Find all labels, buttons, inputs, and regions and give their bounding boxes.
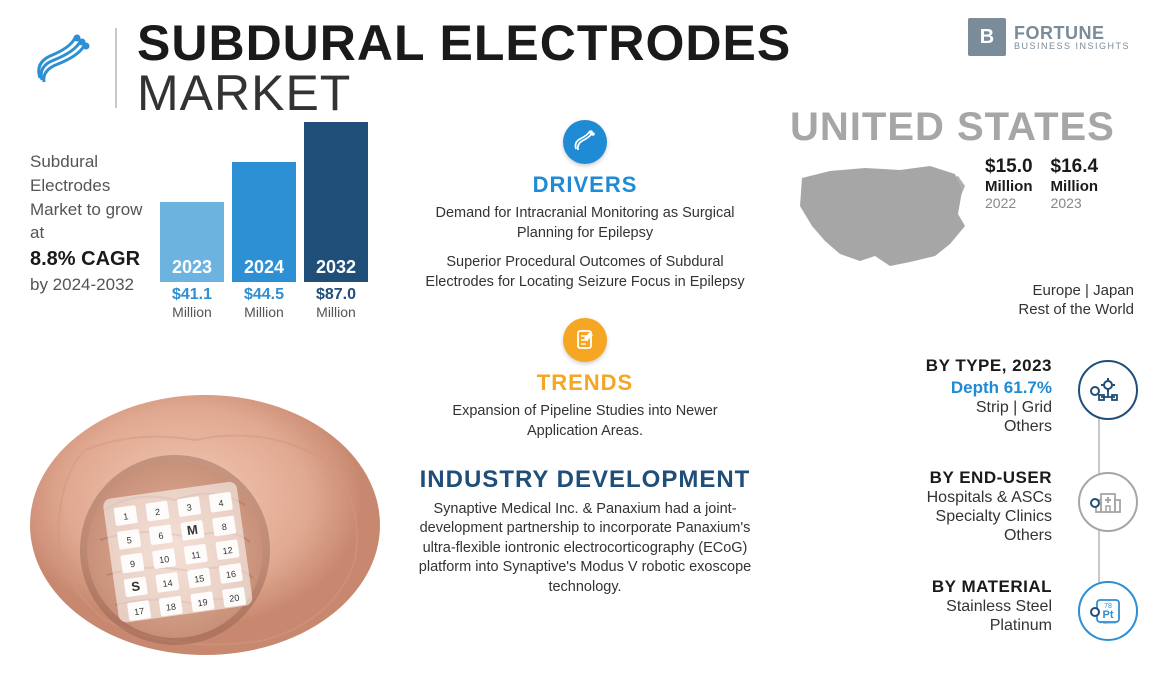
segment-gear-icon — [1078, 360, 1138, 420]
middle-column: DRIVERS Demand for Intracranial Monitori… — [410, 120, 760, 624]
segment-dot — [1090, 607, 1100, 617]
svg-text:18: 18 — [165, 601, 176, 612]
svg-text:17: 17 — [134, 606, 145, 617]
left-column: Subdural Electrodes Market to grow at 8.… — [30, 150, 380, 320]
svg-text:19: 19 — [197, 597, 208, 608]
us-title: UNITED STATES — [790, 105, 1138, 150]
cagr-line1: Subdural Electrodes Market to grow at — [30, 152, 142, 242]
us-stat-2022: $15.0 Million 2022 — [985, 156, 1033, 211]
brand-name: FORTUNE — [1014, 24, 1130, 42]
svg-text:15: 15 — [194, 573, 205, 584]
svg-text:11: 11 — [191, 550, 202, 561]
electrode-logo-icon — [30, 28, 100, 98]
svg-text:20: 20 — [229, 593, 240, 604]
fortune-fb-icon: B — [968, 18, 1006, 56]
us-stat-0-year: 2022 — [985, 195, 1033, 211]
trends-icon — [563, 318, 607, 362]
svg-text:10: 10 — [159, 554, 170, 565]
cagr-rate: 8.8% CAGR — [30, 248, 140, 270]
market-bar-chart: 2023$41.1Million2024$44.5Million2032$87.… — [160, 150, 368, 320]
chart-bar: 2023$41.1Million — [160, 202, 224, 320]
drivers-icon — [563, 120, 607, 164]
svg-text:Platinum: Platinum — [1100, 620, 1116, 625]
us-stats: $15.0 Million 2022 $16.4 Million 2023 — [985, 156, 1098, 211]
drivers-item-1: Demand for Intracranial Monitoring as Su… — [410, 204, 760, 243]
segment-0: BY TYPE, 2023Depth 61.7%Strip | GridOthe… — [790, 356, 1052, 436]
trends-text: Expansion of Pipeline Studies into Newer… — [410, 402, 760, 441]
regions-line1: Europe | Japan — [790, 282, 1138, 299]
industry-section: INDUSTRY DEVELOPMENT Synaptive Medical I… — [410, 467, 760, 597]
drivers-section: DRIVERS Demand for Intracranial Monitori… — [410, 120, 760, 292]
svg-text:12: 12 — [222, 545, 233, 556]
us-stat-0-unit: Million — [985, 178, 1033, 195]
industry-text: Synaptive Medical Inc. & Panaxium had a … — [410, 500, 760, 598]
right-column: UNITED STATES $15.0 Million 2022 $16.4 M… — [790, 105, 1138, 667]
drivers-item-2: Superior Procedural Outcomes of Subdural… — [410, 253, 760, 292]
segment-hospital-icon — [1078, 472, 1138, 532]
segment-dot — [1090, 386, 1100, 396]
us-stat-2023: $16.4 Million 2023 — [1051, 156, 1099, 211]
us-stat-1-year: 2023 — [1051, 195, 1099, 211]
segment-dot — [1090, 498, 1100, 508]
us-map-icon — [790, 156, 975, 276]
brain-electrode-illustration: 123456M89101112S14151617181920 — [15, 390, 385, 680]
regions-line2: Rest of the World — [790, 301, 1138, 318]
svg-text:M: M — [186, 522, 199, 538]
us-stat-1-value: $16.4 — [1051, 156, 1099, 178]
industry-title: INDUSTRY DEVELOPMENT — [410, 467, 760, 493]
svg-text:14: 14 — [162, 578, 173, 589]
brand-tagline: BUSINESS INSIGHTS — [1014, 42, 1130, 51]
cagr-line2: by 2024-2032 — [30, 275, 134, 294]
trends-title: TRENDS — [410, 370, 760, 396]
header-divider — [115, 28, 117, 108]
us-block: $15.0 Million 2022 $16.4 Million 2023 — [790, 156, 1138, 276]
segment-1: BY END-USERHospitals & ASCsSpecialty Cli… — [790, 468, 1052, 545]
drivers-title: DRIVERS — [410, 172, 760, 198]
us-stat-0-value: $15.0 — [985, 156, 1033, 178]
segments: BY TYPE, 2023Depth 61.7%Strip | GridOthe… — [790, 356, 1138, 635]
segment-pt-icon: 78PtPlatinum — [1078, 581, 1138, 641]
fortune-logo: B FORTUNE BUSINESS INSIGHTS — [968, 18, 1130, 56]
trends-section: TRENDS Expansion of Pipeline Studies int… — [410, 318, 760, 441]
svg-text:16: 16 — [225, 569, 236, 580]
us-stat-1-unit: Million — [1051, 178, 1099, 195]
chart-bar: 2024$44.5Million — [232, 162, 296, 320]
chart-bar: 2032$87.0Million — [304, 122, 368, 320]
segment-2: BY MATERIALStainless SteelPlatinum78PtPl… — [790, 577, 1052, 635]
cagr-text: Subdural Electrodes Market to grow at 8.… — [30, 150, 150, 297]
